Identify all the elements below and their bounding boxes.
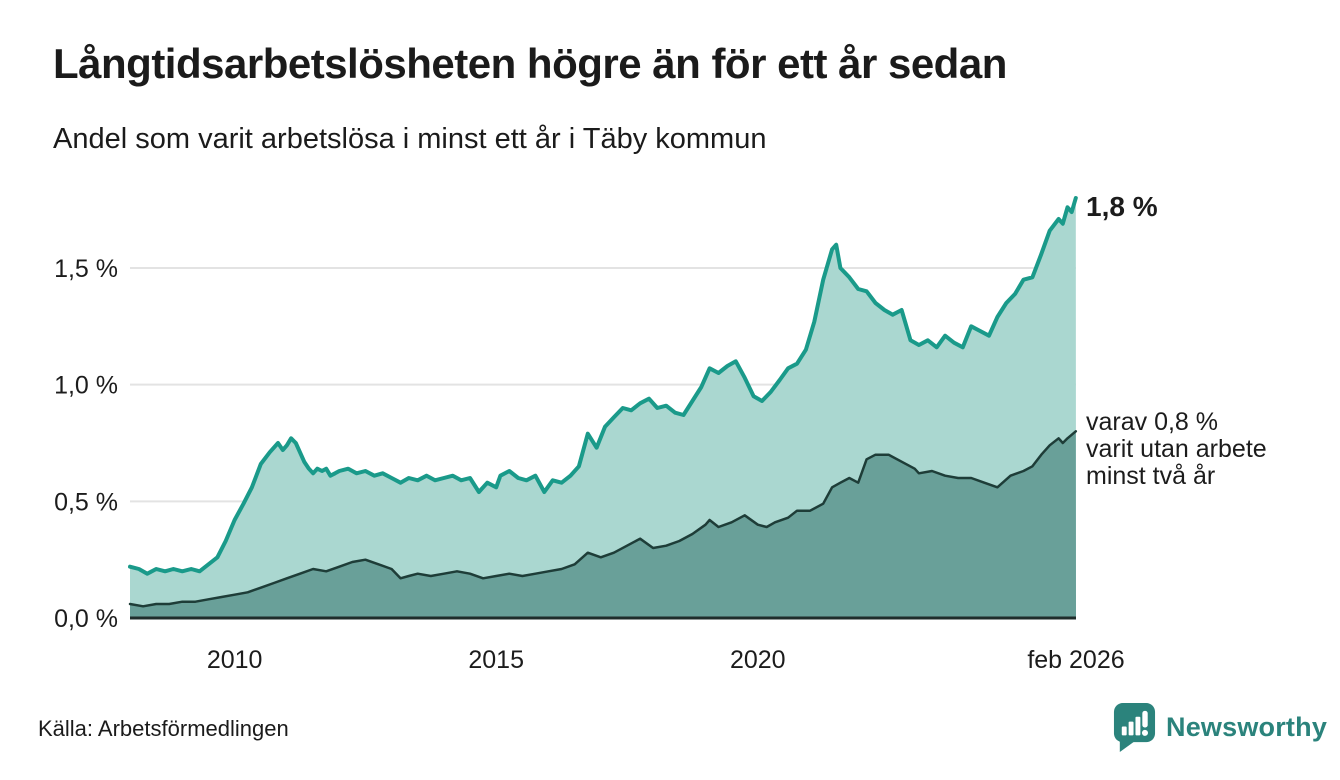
series-line-0 bbox=[128, 196, 1078, 576]
y-tick-label: 0,5 % bbox=[54, 488, 118, 516]
y-tick-label: 1,5 % bbox=[54, 255, 118, 283]
latest-value-annotation: 1,8 % bbox=[1086, 191, 1158, 222]
y-tick-label: 0,0 % bbox=[54, 605, 118, 633]
chart-subtitle: Andel som varit arbetslösa i minst ett å… bbox=[53, 123, 767, 155]
secondary-annotation: varav 0,8 % varit utan arbete minst två … bbox=[1086, 408, 1267, 490]
x-tick-label: 2015 bbox=[468, 646, 524, 674]
tick-labels-layer: 0,0 % 0,5 % 1,0 % 1,5 % 2010 2015 2020 feb 2026 bbox=[54, 255, 1125, 674]
secondary-annotation-line-1: varav 0,8 % bbox=[1086, 408, 1218, 436]
newsworthy-logo: Newsworthy bbox=[1112, 702, 1327, 753]
secondary-annotation-line-2: varit utan arbete bbox=[1086, 435, 1267, 463]
source-note: Källa: Arbetsförmedlingen bbox=[38, 716, 289, 741]
unemployment-area-chart: 0,0 % 0,5 % 1,0 % 1,5 % 2010 2015 2020 feb 2026… bbox=[54, 191, 1267, 674]
newsworthy-bar-chart-bubble-icon bbox=[1113, 703, 1156, 752]
series-line-1 bbox=[128, 430, 1078, 608]
x-tick-label: 2010 bbox=[207, 646, 263, 674]
series-area-1 bbox=[130, 431, 1076, 618]
page-title: Långtidsarbetslösheten högre än för ett … bbox=[53, 40, 1007, 87]
x-tick-label: feb 2026 bbox=[1027, 646, 1124, 674]
area-fills-layer bbox=[130, 198, 1076, 618]
secondary-annotation-line-3: minst två år bbox=[1086, 462, 1215, 490]
x-tick-label: 2020 bbox=[730, 646, 786, 674]
y-tick-label: 1,0 % bbox=[54, 372, 118, 400]
newsworthy-wordmark: Newsworthy bbox=[1166, 712, 1328, 742]
series-lines-layer bbox=[128, 196, 1078, 608]
